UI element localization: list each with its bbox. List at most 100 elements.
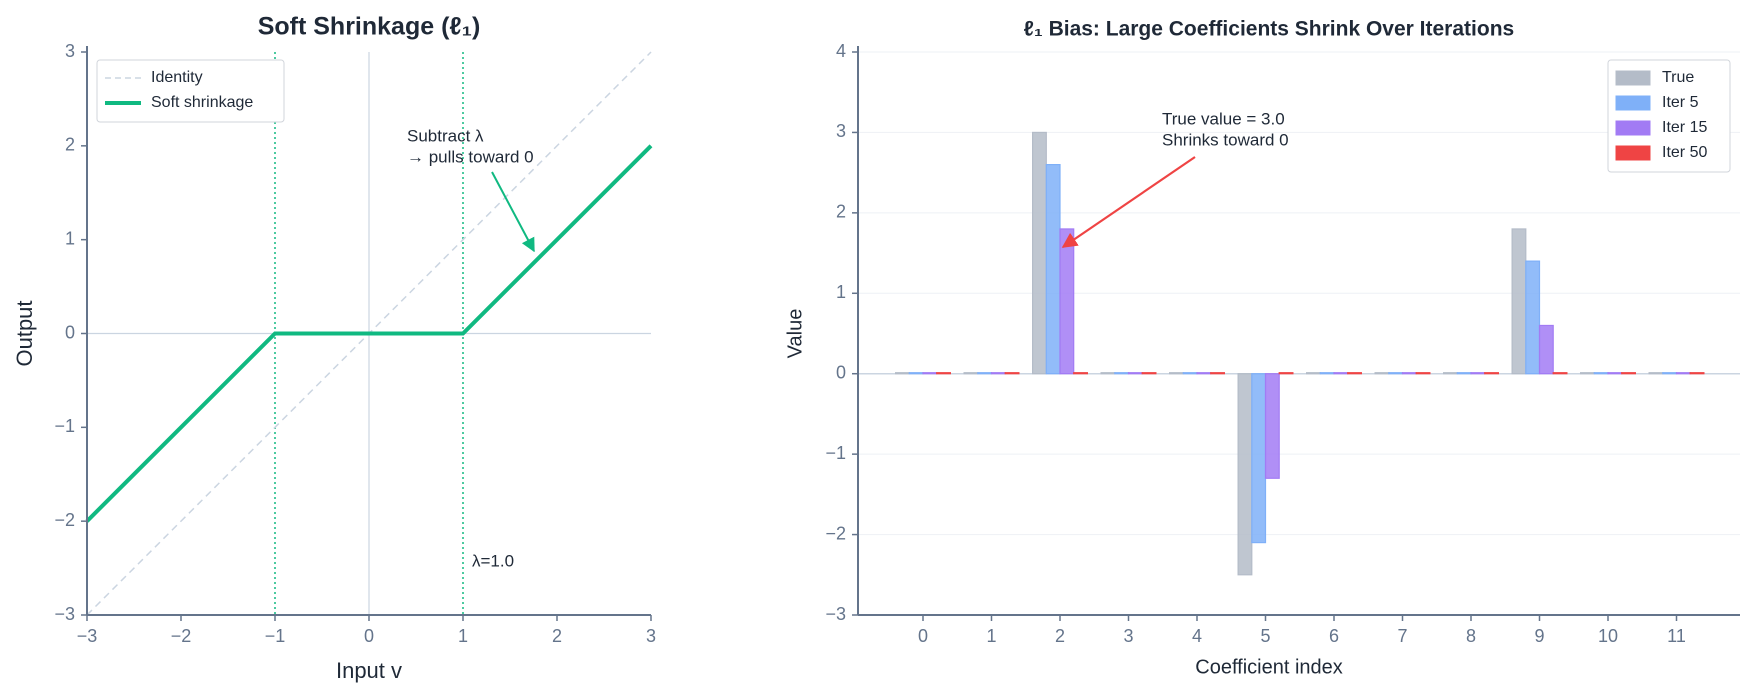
y-tick-label: −3 bbox=[54, 604, 75, 624]
x-tick-label: 0 bbox=[364, 626, 374, 646]
y-tick-label: 0 bbox=[836, 362, 846, 382]
x-tick-label: 7 bbox=[1397, 626, 1407, 646]
y-tick-label: −3 bbox=[825, 604, 846, 624]
y-tick-label: 3 bbox=[836, 121, 846, 141]
annotation: True value = 3.0 bbox=[1162, 109, 1285, 128]
bar bbox=[1251, 373, 1267, 544]
bar bbox=[1662, 372, 1678, 375]
bar bbox=[908, 372, 924, 375]
bar bbox=[1525, 260, 1541, 375]
x-axis-label: Coefficient index bbox=[1195, 656, 1343, 678]
bar bbox=[1593, 372, 1609, 375]
bar bbox=[1333, 372, 1349, 375]
bar bbox=[1442, 372, 1458, 375]
bar bbox=[963, 372, 979, 375]
bar bbox=[1607, 372, 1623, 375]
legend-label: Iter 5 bbox=[1662, 94, 1699, 111]
bar bbox=[1538, 324, 1554, 375]
bar bbox=[977, 372, 993, 375]
legend-label: True bbox=[1662, 69, 1694, 86]
legend-swatch bbox=[1615, 145, 1651, 161]
y-tick-label: −1 bbox=[825, 443, 846, 463]
bar bbox=[1579, 372, 1595, 375]
x-tick-label: −1 bbox=[265, 626, 286, 646]
y-tick-label: 0 bbox=[65, 322, 75, 342]
bar bbox=[1278, 372, 1294, 375]
bar bbox=[1182, 372, 1198, 375]
bar bbox=[1470, 372, 1486, 375]
chart-title: Soft Shrinkage (ℓ₁) bbox=[258, 13, 481, 41]
bar bbox=[1484, 372, 1499, 375]
legend-label: Iter 50 bbox=[1662, 144, 1707, 161]
annotation: → pulls toward 0 bbox=[407, 147, 534, 166]
bar bbox=[1689, 372, 1705, 375]
bar bbox=[1675, 372, 1691, 375]
y-tick-label: 1 bbox=[65, 228, 75, 248]
x-tick-label: 2 bbox=[552, 626, 562, 646]
bar bbox=[922, 372, 938, 375]
y-tick-label: 2 bbox=[65, 135, 75, 155]
bar bbox=[936, 372, 952, 375]
y-tick-label: 4 bbox=[836, 41, 846, 61]
legend-label: Iter 15 bbox=[1662, 119, 1707, 136]
bar bbox=[1374, 372, 1390, 375]
annotation-arrow bbox=[1061, 156, 1196, 248]
bar bbox=[1168, 372, 1184, 375]
annotation: Shrinks toward 0 bbox=[1162, 130, 1289, 149]
y-axis-label: Value bbox=[784, 309, 806, 359]
annotation: Subtract λ bbox=[407, 126, 484, 145]
y-tick-label: −2 bbox=[825, 523, 846, 543]
legend-box bbox=[1607, 59, 1731, 173]
bar bbox=[1401, 372, 1417, 375]
bar bbox=[1388, 372, 1404, 375]
x-tick-label: 8 bbox=[1466, 626, 1476, 646]
x-tick-label: −2 bbox=[171, 626, 192, 646]
bar bbox=[990, 372, 1006, 375]
x-axis-label: Input v bbox=[336, 658, 402, 683]
bar bbox=[1114, 372, 1130, 375]
bar bbox=[1621, 372, 1636, 375]
x-tick-label: −3 bbox=[77, 626, 98, 646]
bar bbox=[1511, 228, 1527, 375]
annotation-arrow bbox=[491, 171, 535, 253]
line-series bbox=[85, 144, 653, 523]
bar bbox=[1305, 372, 1321, 375]
annotation: λ=1.0 bbox=[472, 551, 514, 570]
chart-title: ℓ₁ Bias: Large Coefficients Shrink Over … bbox=[1024, 18, 1514, 41]
y-tick-label: 1 bbox=[836, 282, 846, 302]
x-tick-label: 1 bbox=[986, 626, 996, 646]
bar bbox=[1196, 372, 1212, 375]
bar bbox=[1319, 372, 1335, 375]
x-tick-label: 4 bbox=[1192, 626, 1202, 646]
y-tick-label: 2 bbox=[836, 202, 846, 222]
y-tick-label: −1 bbox=[54, 416, 75, 436]
legend-swatch bbox=[1615, 120, 1651, 136]
x-tick-label: 3 bbox=[1123, 626, 1133, 646]
x-tick-label: 2 bbox=[1055, 626, 1065, 646]
bar bbox=[1141, 372, 1157, 375]
bar bbox=[1100, 372, 1116, 375]
bar bbox=[1552, 372, 1568, 375]
legend-swatch bbox=[1615, 95, 1651, 111]
bar bbox=[1237, 373, 1253, 576]
bar bbox=[1347, 372, 1362, 375]
x-tick-label: 0 bbox=[918, 626, 928, 646]
x-tick-label: 10 bbox=[1598, 626, 1618, 646]
bar bbox=[1045, 164, 1061, 375]
x-tick-label: 6 bbox=[1329, 626, 1339, 646]
y-axis-label: Output bbox=[12, 300, 37, 366]
legend-swatch bbox=[1615, 70, 1651, 86]
x-tick-label: 9 bbox=[1534, 626, 1544, 646]
legend-label: Identity bbox=[151, 69, 203, 86]
bar bbox=[1415, 372, 1431, 375]
bar bbox=[1004, 372, 1020, 375]
bar bbox=[1031, 131, 1047, 375]
x-tick-label: 3 bbox=[646, 626, 656, 646]
bar bbox=[1059, 228, 1075, 375]
y-tick-label: 3 bbox=[65, 41, 75, 61]
x-tick-label: 1 bbox=[458, 626, 468, 646]
y-tick-label: −2 bbox=[54, 510, 75, 530]
bar bbox=[1127, 372, 1143, 375]
x-tick-label: 5 bbox=[1260, 626, 1270, 646]
bar bbox=[1648, 372, 1664, 375]
